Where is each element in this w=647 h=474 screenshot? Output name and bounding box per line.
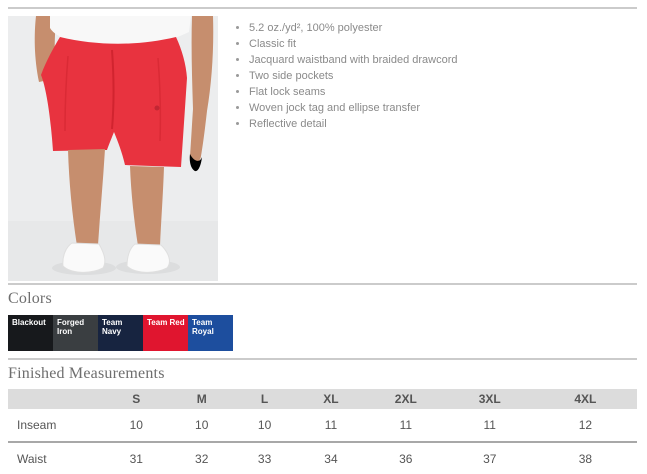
swatch-label: Blackout (12, 318, 46, 327)
measurement-row-label: Inseam (17, 418, 57, 432)
product-overview: 5.2 oz./yd², 100% polyesterClassic fitJa… (8, 16, 639, 281)
shorts-fold-3 (157, 57, 162, 142)
shorts-fold (111, 49, 115, 130)
feature-item: Reflective detail (249, 116, 458, 132)
measurement-row: Inseam 10 10 10 11 11 11 12 (8, 409, 637, 442)
photo-floor (8, 221, 218, 281)
measurement-value: 11 (399, 418, 413, 432)
size-column-header: L (233, 389, 297, 409)
colors-heading: Colors (8, 290, 52, 307)
table-corner-cell (8, 389, 103, 409)
measurement-value: 10 (129, 418, 143, 432)
model-photo-illustration (8, 16, 218, 281)
top-divider (8, 7, 637, 9)
swatch-label: Team Red (147, 318, 185, 327)
feature-item: Flat lock seams (249, 84, 458, 100)
measurement-value: 36 (399, 452, 413, 466)
measurement-value: 11 (324, 418, 338, 432)
feature-item: Jacquard waistband with braided drawcord (249, 52, 458, 68)
table-body: Inseam 10 10 10 11 11 11 12 Waist 31 32 33 34 36 37 38 (8, 409, 637, 474)
measurement-value: 12 (578, 418, 593, 432)
size-column-header: M (170, 389, 234, 409)
swatch-label: Forged Iron (57, 318, 85, 336)
table-header-row: S M L XL 2XL 3XL 4XL (8, 389, 637, 409)
measurements-divider (8, 358, 637, 360)
shorts-fold-2 (64, 55, 69, 132)
color-swatch-forged-iron[interactable]: Forged Iron (53, 315, 98, 351)
measurement-value: 31 (129, 452, 143, 466)
measurements-table: S M L XL 2XL 3XL 4XL Inseam 10 10 10 11 11 11 12 Waist… (8, 389, 637, 474)
size-column-header: 4XL (533, 389, 637, 409)
model-right-hand (189, 154, 202, 172)
measurement-value: 38 (578, 452, 593, 466)
tshirt (50, 16, 191, 48)
color-swatch-list: Blackout Forged Iron Team Navy Team Red Team… (8, 315, 647, 351)
color-swatch-team-navy[interactable]: Team Navy (98, 315, 143, 351)
model-right-leg (130, 166, 164, 246)
feature-item: Two side pockets (249, 68, 458, 84)
color-swatch-team-royal[interactable]: Team Royal (188, 315, 233, 351)
measurement-value: 32 (195, 452, 209, 466)
measurements-heading: Finished Measurements (8, 365, 165, 382)
feature-item: Classic fit (249, 36, 458, 52)
measurement-value: 37 (483, 452, 497, 466)
model-left-leg (68, 149, 105, 246)
color-swatch-team-red[interactable]: Team Red (143, 315, 188, 351)
product-image (8, 16, 218, 281)
feature-item: 5.2 oz./yd², 100% polyester (249, 20, 458, 36)
measurement-value: 10 (195, 418, 209, 432)
swatch-label: Team Navy (102, 318, 123, 336)
size-column-header: 3XL (445, 389, 534, 409)
shorts-logo (154, 105, 160, 111)
measurement-row-label: Waist (17, 452, 47, 466)
sneaker-right (126, 243, 170, 273)
measurement-value: 11 (483, 418, 496, 432)
color-swatch-blackout[interactable]: Blackout (8, 315, 53, 351)
measurement-value: 34 (324, 452, 338, 466)
model-right-arm (189, 16, 214, 164)
colors-divider (8, 283, 637, 285)
measurement-value: 10 (257, 418, 272, 432)
feature-list: 5.2 oz./yd², 100% polyesterClassic fitJa… (232, 20, 458, 132)
size-column-header: S (102, 389, 171, 409)
measurement-row: Waist 31 32 33 34 36 37 38 (8, 442, 637, 474)
size-column-header: XL (296, 389, 366, 409)
size-column-header: 2XL (365, 389, 446, 409)
feature-item: Woven jock tag and ellipse transfer (249, 100, 458, 116)
sneaker-left (62, 242, 106, 273)
swatch-label: Team Royal (192, 318, 214, 336)
measurement-value: 33 (257, 452, 272, 466)
